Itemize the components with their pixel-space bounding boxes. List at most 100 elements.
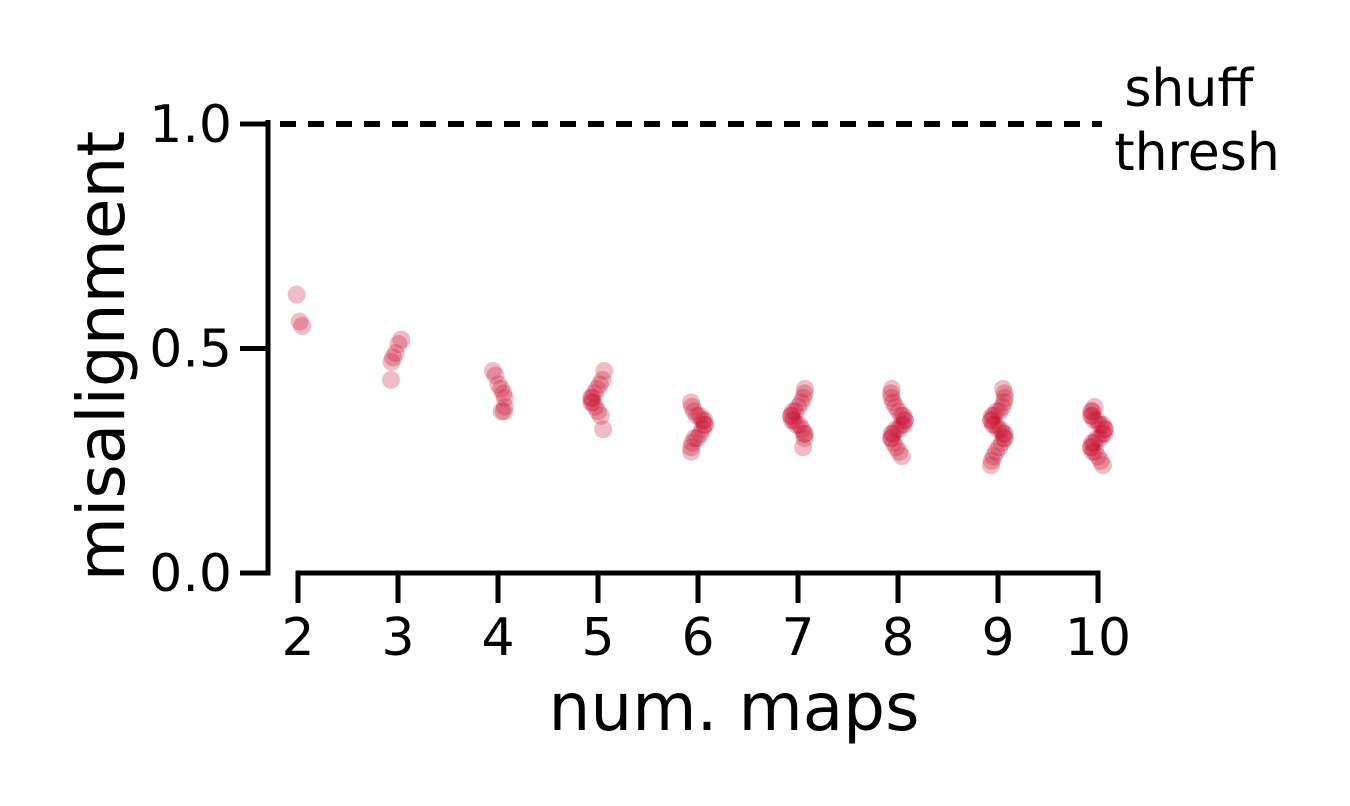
data-point (690, 406, 709, 425)
data-point (1088, 429, 1107, 448)
data-point (882, 424, 901, 443)
data-point (586, 397, 605, 416)
data-point (886, 397, 905, 416)
data-point (1088, 411, 1107, 430)
data-point (1082, 406, 1101, 425)
data-point (782, 406, 801, 425)
data-point (990, 438, 1009, 457)
data-point (683, 397, 702, 416)
data-point (786, 402, 805, 421)
data-point (494, 384, 513, 403)
data-point (486, 366, 505, 385)
x-tick-label: 5 (581, 608, 614, 668)
data-point (892, 406, 911, 425)
x-tick-label: 2 (281, 608, 314, 668)
data-point (587, 379, 606, 398)
data-point (995, 388, 1014, 407)
data-point (794, 388, 813, 407)
data-point (792, 393, 811, 412)
data-point (492, 379, 511, 398)
data-point (992, 420, 1011, 439)
data-point (384, 348, 403, 367)
data-point (1095, 420, 1114, 439)
data-point (1085, 397, 1104, 416)
data-point (1088, 447, 1107, 466)
data-point (687, 406, 706, 425)
data-point (790, 415, 809, 434)
data-point (1083, 402, 1102, 421)
data-point (982, 451, 1001, 470)
data-point (984, 406, 1003, 425)
data-point (1091, 415, 1110, 434)
data-point (889, 420, 908, 439)
data-point (386, 343, 405, 362)
data-point (795, 429, 814, 448)
data-point (1095, 424, 1114, 443)
data-point (682, 438, 701, 457)
data-point (685, 402, 704, 421)
data-point (1083, 406, 1102, 425)
data-point (1093, 424, 1112, 443)
data-point (892, 415, 911, 434)
data-point (1085, 411, 1104, 430)
data-point (593, 370, 612, 389)
data-point (1093, 415, 1112, 434)
data-point (782, 406, 801, 425)
data-point (590, 375, 609, 394)
data-point (995, 424, 1014, 443)
x-tick-label: 9 (981, 608, 1014, 668)
data-point (982, 456, 1001, 475)
data-point (695, 415, 714, 434)
data-point (986, 415, 1005, 434)
data-point (287, 285, 306, 304)
data-point (982, 411, 1001, 430)
data-point (682, 442, 701, 461)
data-point (1082, 402, 1101, 421)
data-point (382, 370, 401, 389)
data-point (683, 433, 702, 452)
data-point (290, 312, 309, 331)
data-point (984, 447, 1003, 466)
y-tick-label: 0.0 (149, 544, 232, 604)
data-point (882, 379, 901, 398)
data-point (884, 393, 903, 412)
data-point (582, 393, 601, 412)
data-point (494, 402, 513, 421)
data-point (784, 411, 803, 430)
x-tick-label: 8 (881, 608, 914, 668)
data-point (994, 429, 1013, 448)
data-point (489, 375, 508, 394)
data-point (693, 411, 712, 430)
data-point (695, 411, 714, 430)
x-axis-ticks: 2 3 4 5 6 7 8 9 10 (281, 573, 1131, 668)
data-point (787, 415, 806, 434)
data-point (1082, 438, 1101, 457)
data-point (795, 424, 814, 443)
data-point (483, 361, 502, 380)
threshold-label-line2: thresh (1114, 123, 1280, 183)
data-point (1090, 429, 1109, 448)
x-tick-label: 4 (481, 608, 514, 668)
x-tick-label: 7 (781, 608, 814, 668)
data-point (582, 388, 601, 407)
data-point (1091, 451, 1110, 470)
data-point (293, 317, 312, 336)
data-point (585, 384, 604, 403)
data-point (595, 361, 614, 380)
data-point (983, 415, 1002, 434)
data-point (1082, 438, 1101, 457)
data-point (695, 415, 714, 434)
data-point (994, 424, 1013, 443)
data-point (987, 442, 1006, 461)
y-tick-label: 0.5 (149, 320, 232, 380)
data-point (389, 335, 408, 354)
data-point (1095, 420, 1114, 439)
data-point (989, 420, 1008, 439)
data-point (995, 384, 1014, 403)
data-point (682, 393, 701, 412)
y-tick-label: 1.0 (149, 95, 232, 155)
data-point (982, 406, 1001, 425)
data-point (895, 411, 914, 430)
data-point (892, 447, 911, 466)
y-axis-ticks: 0.0 0.5 1.0 (149, 95, 268, 604)
